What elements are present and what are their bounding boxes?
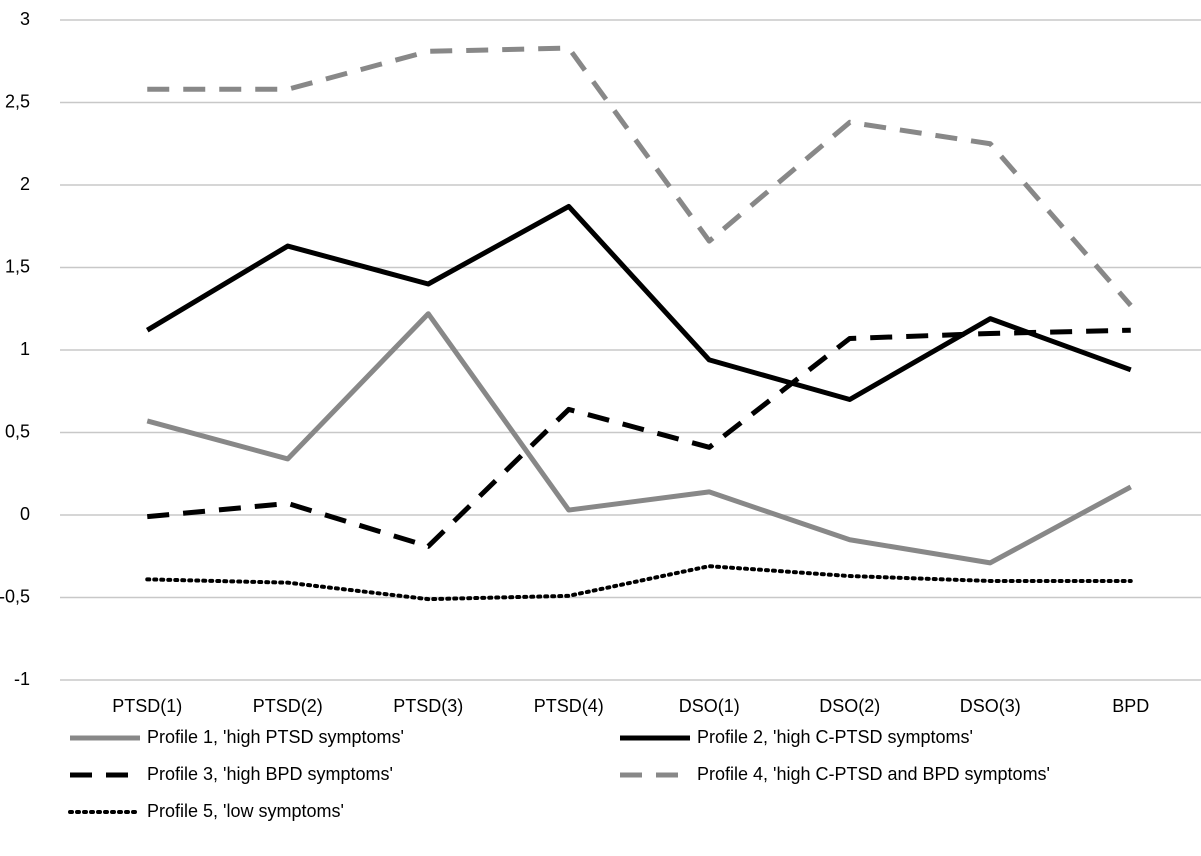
x-tick-label: DSO(2) <box>819 696 880 716</box>
x-tick-label: PTSD(3) <box>393 696 463 716</box>
y-tick-label: 2,5 <box>5 91 30 111</box>
x-tick-label: BPD <box>1112 696 1149 716</box>
series-line <box>145 203 1132 402</box>
x-tick-label: PTSD(1) <box>112 696 182 716</box>
legend-label: Profile 5, 'low symptoms' <box>147 801 344 821</box>
series-line <box>146 311 1132 566</box>
series-line <box>147 327 1131 549</box>
x-tick-label: DSO(1) <box>679 696 740 716</box>
y-tick-label: 0,5 <box>5 421 30 441</box>
y-tick-label: 1 <box>20 339 30 359</box>
y-tick-label: 1,5 <box>5 256 30 276</box>
legend-label: Profile 4, 'high C-PTSD and BPD symptoms… <box>697 764 1050 784</box>
y-tick-label: 0 <box>20 504 30 524</box>
y-tick-label: -0,5 <box>0 586 30 606</box>
y-tick-label: 3 <box>20 9 30 29</box>
y-tick-label: -1 <box>14 669 30 689</box>
x-tick-label: PTSD(2) <box>253 696 323 716</box>
legend-label: Profile 3, 'high BPD symptoms' <box>147 764 393 784</box>
x-tick-label: DSO(3) <box>960 696 1021 716</box>
legend-label: Profile 2, 'high C-PTSD symptoms' <box>697 727 973 747</box>
series-line <box>145 564 1133 602</box>
x-tick-label: PTSD(4) <box>534 696 604 716</box>
series-line <box>147 45 1133 308</box>
y-tick-label: 2 <box>20 174 30 194</box>
legend-label: Profile 1, 'high PTSD symptoms' <box>147 727 404 747</box>
